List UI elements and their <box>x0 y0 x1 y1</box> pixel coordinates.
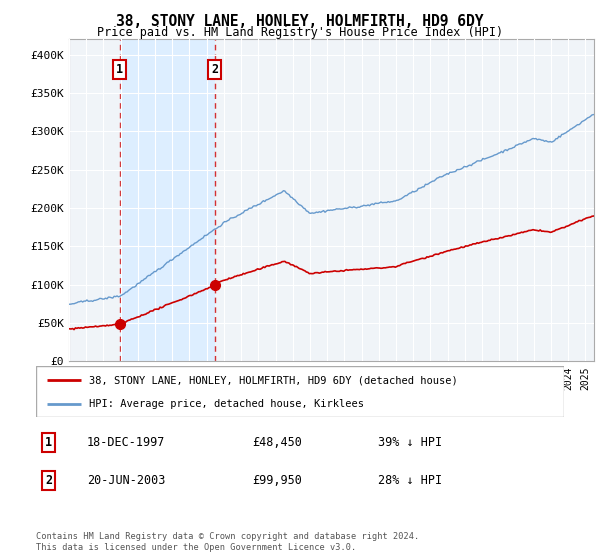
FancyBboxPatch shape <box>36 366 564 417</box>
Text: 28% ↓ HPI: 28% ↓ HPI <box>378 474 442 487</box>
Text: £48,450: £48,450 <box>252 436 302 449</box>
Text: HPI: Average price, detached house, Kirklees: HPI: Average price, detached house, Kirk… <box>89 399 364 409</box>
Text: 1: 1 <box>45 436 52 449</box>
Text: Price paid vs. HM Land Registry's House Price Index (HPI): Price paid vs. HM Land Registry's House … <box>97 26 503 39</box>
Text: 1: 1 <box>116 63 124 76</box>
Text: 38, STONY LANE, HONLEY, HOLMFIRTH, HD9 6DY: 38, STONY LANE, HONLEY, HOLMFIRTH, HD9 6… <box>116 14 484 29</box>
Text: Contains HM Land Registry data © Crown copyright and database right 2024.
This d: Contains HM Land Registry data © Crown c… <box>36 532 419 552</box>
Text: 2: 2 <box>45 474 52 487</box>
Text: 18-DEC-1997: 18-DEC-1997 <box>87 436 166 449</box>
Bar <box>120 39 215 361</box>
Text: £99,950: £99,950 <box>252 474 302 487</box>
Text: 20-JUN-2003: 20-JUN-2003 <box>87 474 166 487</box>
Text: 2: 2 <box>211 63 218 76</box>
Text: 38, STONY LANE, HONLEY, HOLMFIRTH, HD9 6DY (detached house): 38, STONY LANE, HONLEY, HOLMFIRTH, HD9 6… <box>89 375 458 385</box>
Text: 39% ↓ HPI: 39% ↓ HPI <box>378 436 442 449</box>
